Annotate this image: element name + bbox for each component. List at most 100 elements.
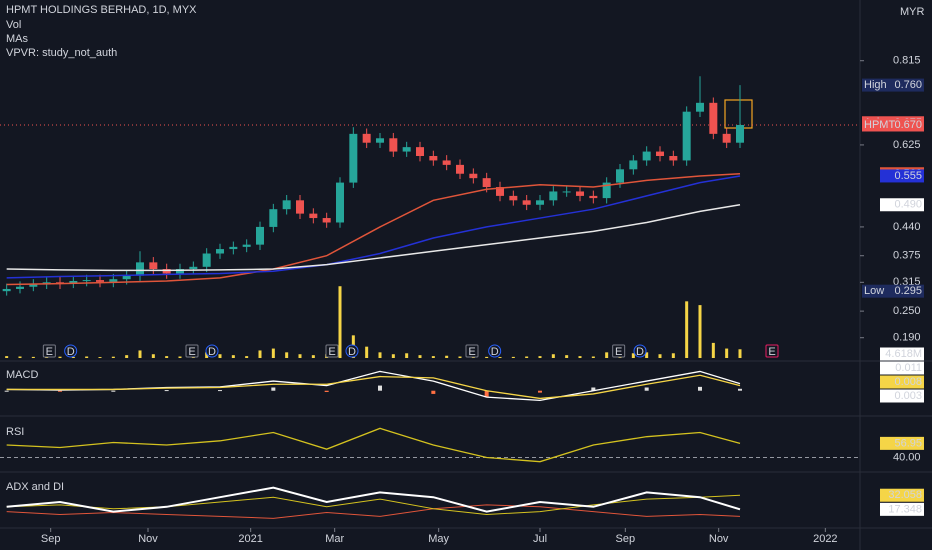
x-tick-label: Nov [138,533,158,545]
y-tick-label: 0.250 [893,305,921,317]
x-tick-label: May [428,533,449,545]
candle-body [202,253,211,267]
candle-body [122,275,131,280]
volume-bar [538,356,542,358]
x-tick-label: 2021 [238,533,262,545]
moving-average [6,204,741,272]
candle-body [362,133,371,143]
volume-bar [151,354,155,358]
volume-bar [378,352,382,358]
price-label-name: High [864,79,887,91]
macd-hist [698,386,702,391]
volume-bar [298,354,302,358]
candle-body [256,226,264,245]
price-label-box [880,347,924,361]
candle-body [296,200,304,214]
volume-bar [85,356,89,358]
candle-body [589,195,598,199]
volume-bar [685,301,689,358]
event-marker [465,344,479,358]
candle-body [496,187,504,196]
candle-body [482,178,491,188]
event-label: D [348,346,356,358]
volume-bar [578,356,582,358]
candle-body [229,246,238,250]
volume-label: 4.618M [885,348,922,360]
y-tick-label: 0.190 [893,332,921,344]
price-label-box [880,169,924,183]
y-tick-label: 0.815 [893,55,921,67]
event-label: D [67,346,75,358]
volume-bar [631,353,635,358]
event-label: E [328,346,335,358]
macd-hist [738,388,742,391]
event-marker [765,344,779,358]
x-tick-label: 2022 [813,533,837,545]
volume-bar [285,352,289,358]
macd-hist [538,390,542,393]
legend-line: Vol [6,19,21,31]
candle-body [682,111,691,161]
candle-body [522,200,531,205]
y-tick-label: 0.375 [893,250,921,262]
volume-bar [45,357,49,358]
volume-bar [338,286,342,358]
y-tick-label: 0.625 [893,139,921,151]
candle-body [149,262,158,270]
di-minus [6,504,741,519]
candle-body [162,269,171,274]
volume-bar [445,355,449,358]
volume-bar [138,350,142,358]
event-marker [325,344,339,358]
candle-body [309,213,318,219]
event-label: E [188,346,195,358]
volume-bar [458,356,462,358]
volume-bar [711,342,715,358]
volume-bar [391,354,395,358]
volume-bar [738,349,742,358]
candle-body [349,133,358,183]
legend-line: VPVR: study_not_auth [6,47,117,59]
indicator-label-box [880,488,924,502]
candle-body [176,269,184,274]
macd-hist [324,390,329,392]
x-tick-label: Sep [616,533,636,545]
event-label: D [491,346,499,358]
indicator-label: 0.003 [894,390,922,402]
volume-bar [565,355,569,358]
volume-bar [231,355,235,358]
moving-average [6,172,741,286]
volume-bar [205,352,209,358]
candle-body [456,164,464,174]
chart-title: HPMT HOLDINGS BERHAD, 1D, MYX [6,4,197,16]
volume-bar [511,356,515,358]
macd-hist [58,390,62,392]
candle-body [322,218,331,223]
candle-body [96,280,104,282]
event-marker [205,344,219,358]
candle-body [429,156,438,161]
indicator-label-box [880,361,924,375]
indicator-label: 0.011 [895,362,922,374]
event-label: E [768,346,775,358]
indicator-label: 17.348 [888,503,922,515]
x-tick-label: Nov [709,533,729,545]
candle-body [376,138,384,143]
volume-bar [5,356,9,358]
macd-hist [164,390,169,392]
candle-body [576,191,584,196]
event-label: E [615,346,622,358]
volume-bar [725,348,729,358]
macd-hist [591,387,596,391]
volume-bar [258,350,262,358]
pane-title: RSI [6,426,24,438]
candle-body [629,160,638,170]
price-label-box [880,198,924,212]
candle-body [562,191,571,193]
indicator-label-box [880,389,924,403]
y-tick-label: 0.440 [893,221,921,233]
candle-body [696,102,704,112]
volume-bar [605,352,609,358]
event-label: E [46,346,53,358]
volume-bar [671,353,675,358]
